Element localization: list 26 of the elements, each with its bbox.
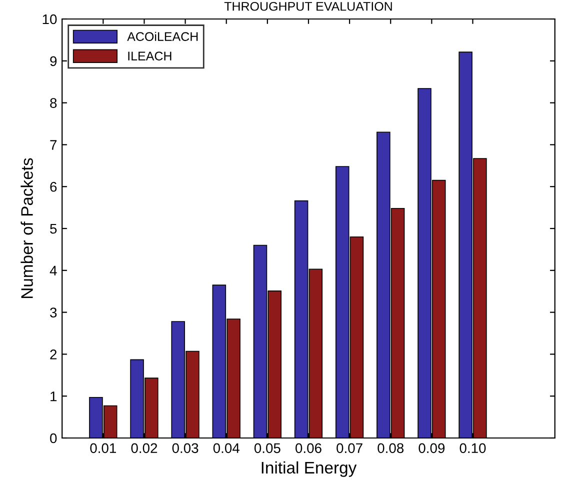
y-tick-label: 2 — [50, 350, 57, 360]
x-tick-label: 0.02 — [131, 443, 158, 454]
x-tick-label: 0.05 — [254, 443, 280, 454]
y-tick-label: 1 — [50, 392, 57, 402]
y-tick-label: 3 — [50, 308, 57, 318]
y-tick-label: 10 — [42, 14, 57, 24]
x-tick-label: 0.10 — [460, 443, 486, 454]
y-axis-title: Number of Packets — [20, 158, 33, 298]
x-tick-label: 0.07 — [336, 443, 362, 454]
legend-label: ACOiLEACH — [127, 32, 198, 41]
x-tick-label: 0.04 — [213, 443, 240, 454]
legend-label: ILEACH — [128, 52, 172, 60]
x-axis-title: Initial Energy — [262, 461, 357, 477]
chart-title: THROUGHPUT EVALUATION — [224, 2, 392, 11]
y-tick-label: 8 — [50, 98, 57, 108]
y-tick-label: 4 — [50, 266, 57, 276]
x-tick-label: 0.03 — [172, 443, 198, 454]
x-tick-label: 0.06 — [296, 443, 322, 454]
y-tick-label: 0 — [50, 433, 57, 444]
y-tick-label: 6 — [50, 182, 57, 192]
x-tick-label: 0.09 — [418, 443, 445, 454]
y-tick-label: 5 — [50, 224, 57, 234]
y-tick-label: 7 — [50, 140, 57, 150]
x-tick-label: 0.08 — [378, 443, 404, 454]
y-tick-label: 9 — [50, 56, 57, 66]
x-tick-label: 0.01 — [90, 443, 116, 454]
